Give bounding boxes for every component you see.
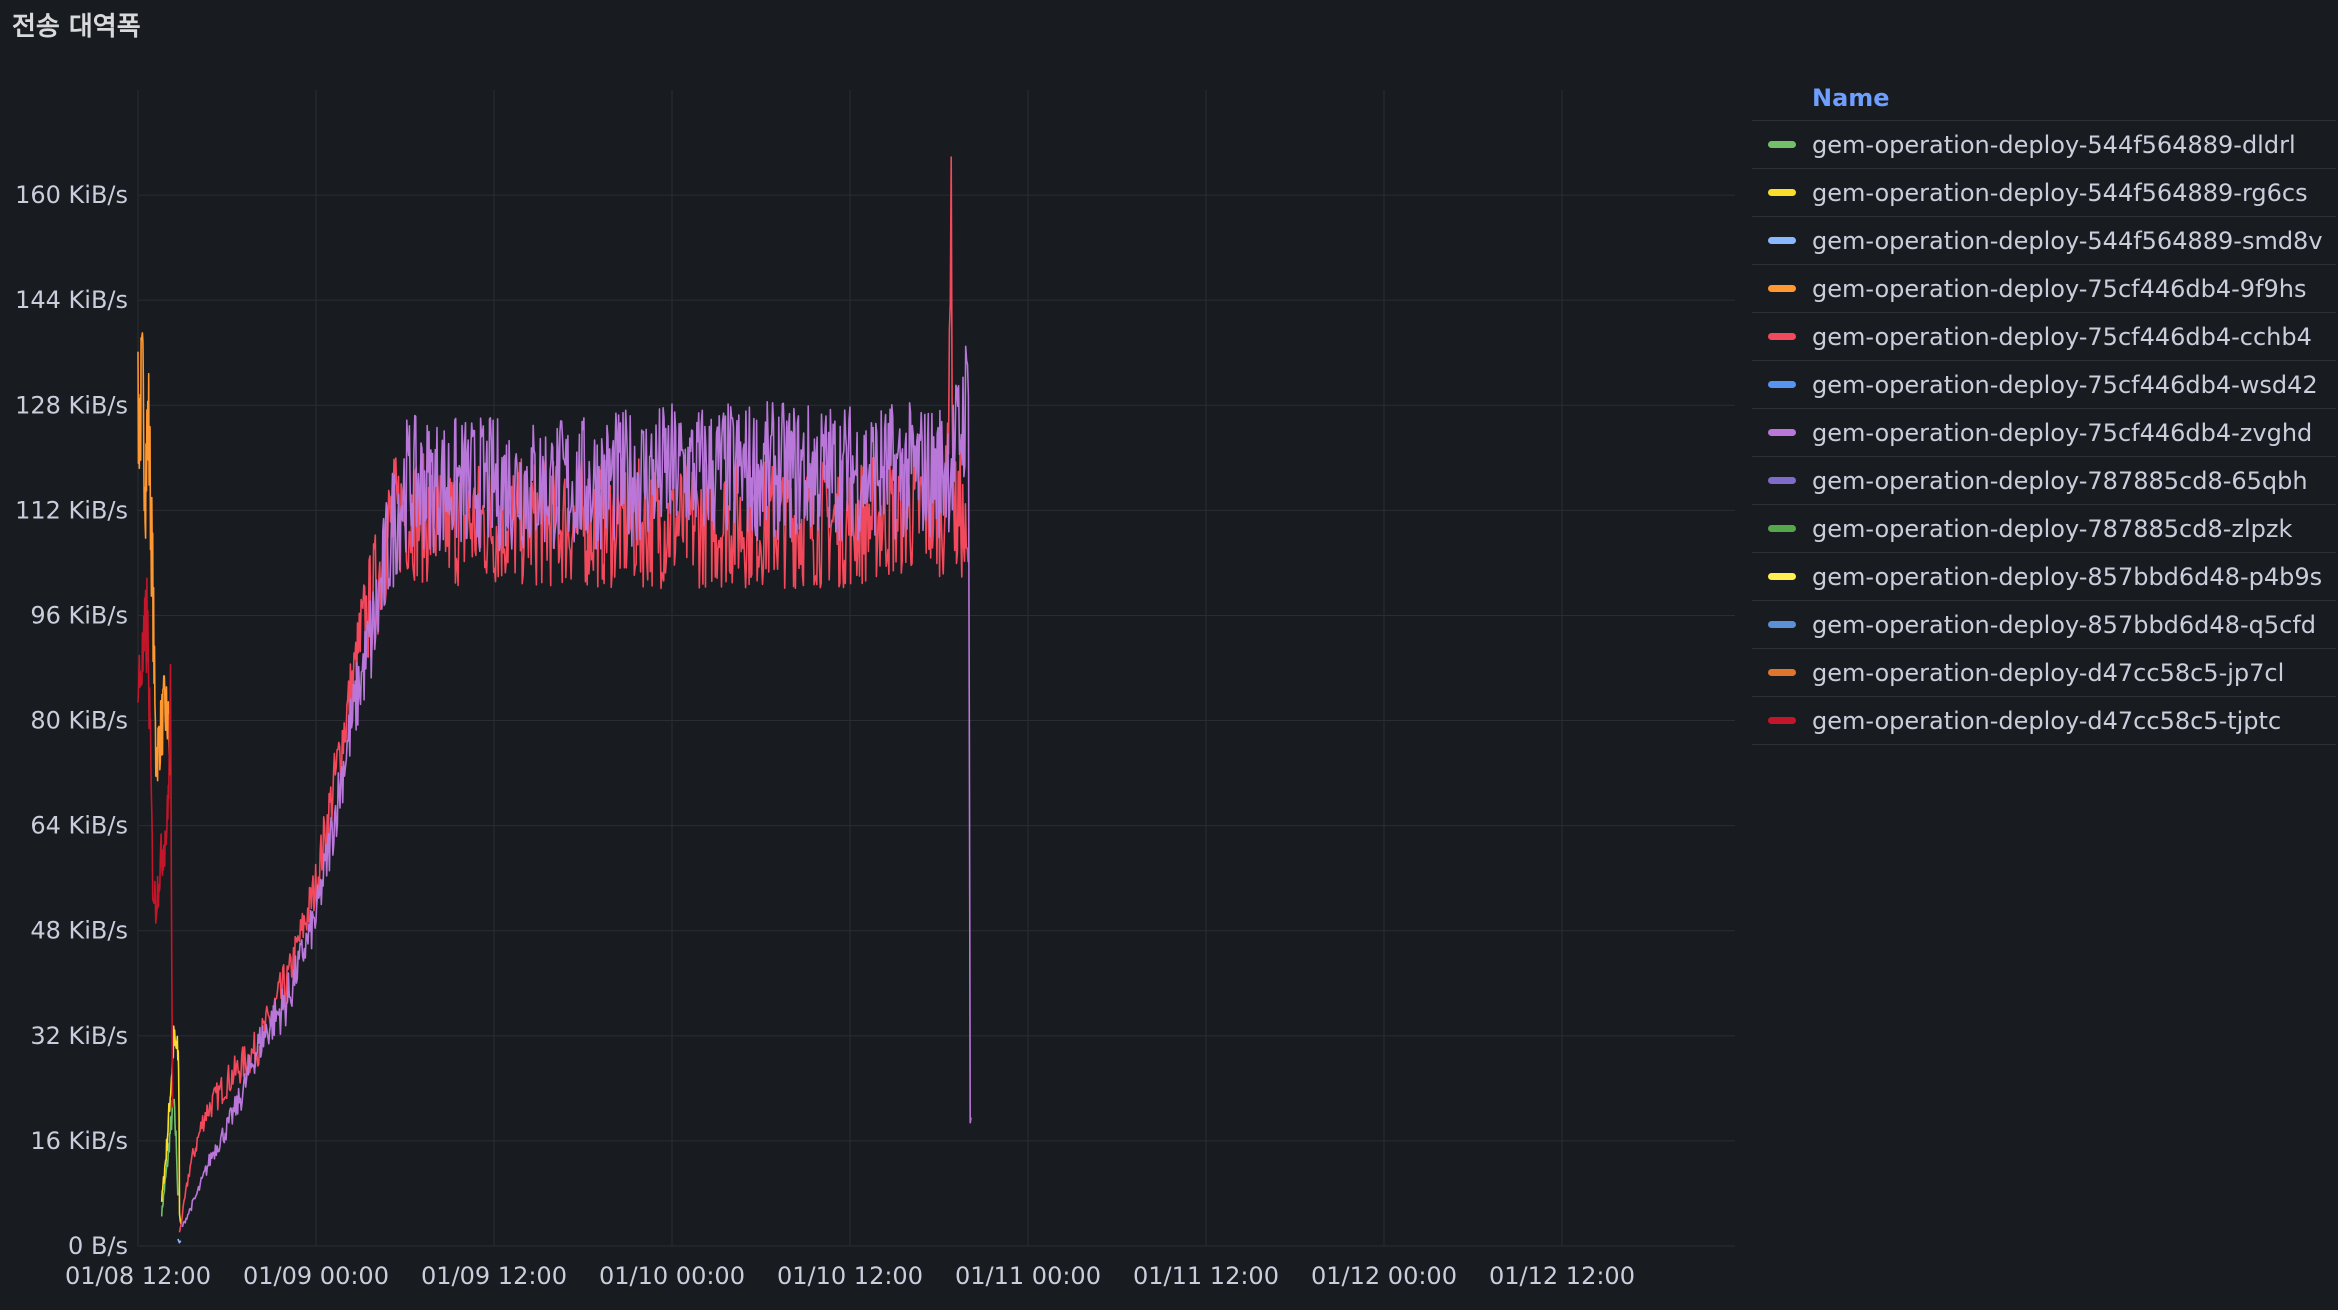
legend-item[interactable]: gem-operation-deploy-d47cc58c5-tjptc [1752, 697, 2336, 745]
y-tick-label: 96 KiB/s [30, 601, 128, 629]
legend-label: gem-operation-deploy-544f564889-rg6cs [1812, 178, 2308, 207]
legend-swatch [1768, 669, 1796, 676]
legend-rows: gem-operation-deploy-544f564889-dldrl gem… [1752, 121, 2336, 745]
y-tick-label: 48 KiB/s [30, 917, 128, 945]
legend: Name gem-operation-deploy-544f564889-dld… [1752, 76, 2336, 745]
y-tick-label: 32 KiB/s [30, 1022, 128, 1050]
y-tick-label: 16 KiB/s [30, 1127, 128, 1155]
legend-item[interactable]: gem-operation-deploy-544f564889-dldrl [1752, 121, 2336, 169]
x-tick-label: 01/09 12:00 [421, 1262, 567, 1290]
legend-item[interactable]: gem-operation-deploy-787885cd8-zlpzk [1752, 505, 2336, 553]
legend-swatch [1768, 717, 1796, 724]
legend-item[interactable]: gem-operation-deploy-75cf446db4-9f9hs [1752, 265, 2336, 313]
legend-item[interactable]: gem-operation-deploy-75cf446db4-cchb4 [1752, 313, 2336, 361]
series-line-3 [137, 332, 172, 782]
y-tick-label: 144 KiB/s [15, 286, 128, 314]
legend-label: gem-operation-deploy-d47cc58c5-jp7cl [1812, 658, 2285, 687]
series-line-1 [160, 1025, 182, 1224]
x-tick-label: 01/11 00:00 [955, 1262, 1101, 1290]
legend-item[interactable]: gem-operation-deploy-d47cc58c5-jp7cl [1752, 649, 2336, 697]
legend-item[interactable]: gem-operation-deploy-75cf446db4-zvghd [1752, 409, 2336, 457]
y-tick-label: 160 KiB/s [15, 181, 128, 209]
series-line-12 [137, 577, 174, 1108]
x-tick-label: 01/12 12:00 [1489, 1262, 1635, 1290]
legend-swatch [1768, 189, 1796, 196]
y-tick-label: 112 KiB/s [15, 496, 128, 524]
legend-label: gem-operation-deploy-d47cc58c5-tjptc [1812, 706, 2282, 735]
legend-header-name[interactable]: Name [1752, 76, 2336, 121]
series-line-6 [181, 345, 972, 1228]
legend-swatch [1768, 525, 1796, 532]
legend-label: gem-operation-deploy-75cf446db4-cchb4 [1812, 322, 2312, 351]
legend-swatch [1768, 381, 1796, 388]
x-tick-label: 01/10 12:00 [777, 1262, 923, 1290]
legend-label: gem-operation-deploy-544f564889-smd8v [1812, 226, 2323, 255]
legend-swatch [1768, 477, 1796, 484]
line-chart[interactable]: 0 B/s 16 KiB/s 32 KiB/s 48 KiB/s 64 KiB/s 80 … [0, 0, 1740, 1310]
y-tick-label: 128 KiB/s [15, 391, 128, 419]
legend-item[interactable]: gem-operation-deploy-857bbd6d48-q5cfd [1752, 601, 2336, 649]
legend-label: gem-operation-deploy-787885cd8-65qbh [1812, 466, 2308, 495]
x-tick-label: 01/11 12:00 [1133, 1262, 1279, 1290]
y-tick-label: 64 KiB/s [30, 812, 128, 840]
legend-item[interactable]: gem-operation-deploy-75cf446db4-wsd42 [1752, 361, 2336, 409]
series-line-0 [160, 1098, 179, 1217]
legend-label: gem-operation-deploy-75cf446db4-wsd42 [1812, 370, 2318, 399]
x-tick-label: 01/09 00:00 [243, 1262, 389, 1290]
panel-title: 전송 대역폭 [12, 12, 141, 42]
legend-item[interactable]: gem-operation-deploy-544f564889-rg6cs [1752, 169, 2336, 217]
legend-swatch [1768, 573, 1796, 580]
x-tick-label: 01/08 12:00 [65, 1262, 211, 1290]
legend-label: gem-operation-deploy-787885cd8-zlpzk [1812, 514, 2293, 543]
legend-swatch [1768, 621, 1796, 628]
x-tick-label: 01/12 00:00 [1311, 1262, 1457, 1290]
legend-label: gem-operation-deploy-857bbd6d48-p4b9s [1812, 562, 2323, 591]
legend-item[interactable]: gem-operation-deploy-787885cd8-65qbh [1752, 457, 2336, 505]
legend-swatch [1768, 237, 1796, 244]
legend-item[interactable]: gem-operation-deploy-857bbd6d48-p4b9s [1752, 553, 2336, 601]
series-line-2 [177, 1238, 182, 1244]
legend-swatch [1768, 333, 1796, 340]
y-tick-label: 0 B/s [68, 1232, 128, 1260]
legend-swatch [1768, 141, 1796, 148]
legend-swatch [1768, 429, 1796, 436]
y-tick-label: 80 KiB/s [30, 707, 128, 735]
legend-label: gem-operation-deploy-75cf446db4-9f9hs [1812, 274, 2307, 303]
legend-item[interactable]: gem-operation-deploy-544f564889-smd8v [1752, 217, 2336, 265]
legend-label: gem-operation-deploy-544f564889-dldrl [1812, 130, 2296, 159]
legend-swatch [1768, 285, 1796, 292]
legend-label: gem-operation-deploy-75cf446db4-zvghd [1812, 418, 2313, 447]
x-tick-label: 01/10 00:00 [599, 1262, 745, 1290]
legend-label: gem-operation-deploy-857bbd6d48-q5cfd [1812, 610, 2316, 639]
